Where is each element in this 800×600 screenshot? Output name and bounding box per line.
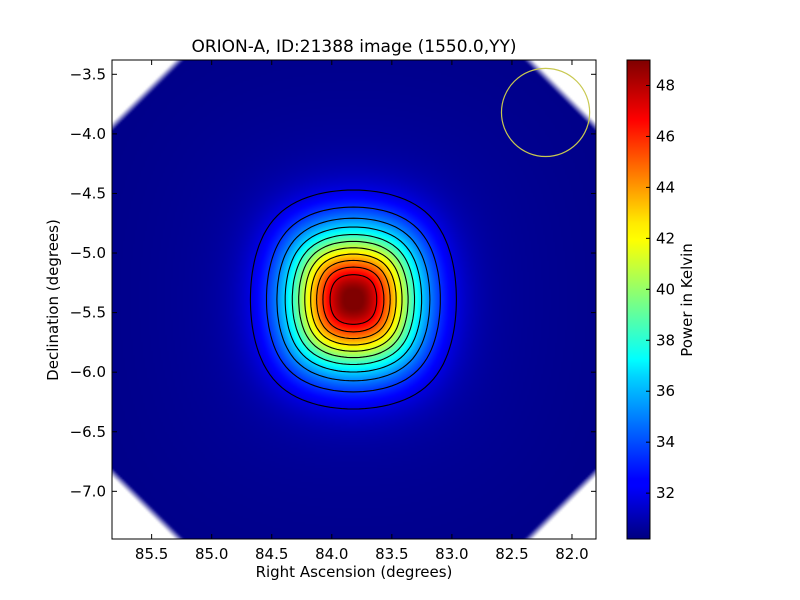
contour-line bbox=[298, 240, 409, 359]
colorbar-tick-label: 32 bbox=[656, 484, 675, 502]
contour-line bbox=[284, 226, 423, 373]
y-tick-label: −5.0 bbox=[70, 244, 106, 262]
colorbar-gradient bbox=[626, 59, 651, 540]
x-tick-label: 84.0 bbox=[315, 545, 348, 563]
y-tick-label: −4.0 bbox=[70, 125, 106, 143]
y-tick-label: −6.5 bbox=[70, 423, 106, 441]
y-axis-label: Declination (degrees) bbox=[44, 219, 62, 381]
colorbar-tick-label: 42 bbox=[656, 229, 675, 247]
colorbar-ticks: 32 34 36 38 40 42 44 46 48 bbox=[646, 76, 675, 502]
y-tick-label: −7.0 bbox=[70, 482, 106, 500]
y-tick-label: −4.5 bbox=[70, 184, 106, 202]
plot-frame bbox=[111, 59, 597, 540]
x-tick-label: 83.0 bbox=[435, 545, 468, 563]
y-axis: −3.5 −4.0 −4.5 −5.0 −5.5 −6.0 −6.5 −7.0 Declina… bbox=[44, 65, 596, 500]
contour-line bbox=[329, 274, 378, 325]
heatmap-image bbox=[112, 60, 596, 539]
contour-line bbox=[276, 217, 431, 382]
contour-line bbox=[322, 266, 385, 333]
x-tick-label: 85.0 bbox=[195, 545, 228, 563]
contour-line bbox=[304, 247, 403, 352]
x-ticks: 85.5 85.0 84.5 84.0 83.5 83.0 82.5 82.0 bbox=[135, 60, 589, 563]
beam-circle bbox=[500, 67, 591, 158]
contour-line bbox=[249, 189, 457, 410]
contour-line bbox=[291, 233, 416, 366]
y-tick-label: −3.5 bbox=[70, 65, 106, 83]
contour-line bbox=[265, 206, 441, 393]
colorbar-tick-label: 34 bbox=[656, 433, 675, 451]
chart-title: ORION-A, ID:21388 image (1550.0,YY) bbox=[191, 37, 516, 57]
x-tick-label: 84.5 bbox=[255, 545, 288, 563]
x-axis-label: Right Ascension (degrees) bbox=[256, 563, 453, 581]
y-tick-label: −6.0 bbox=[70, 363, 106, 381]
x-axis: 85.5 85.0 84.5 84.0 83.5 83.0 82.5 82.0 Right A… bbox=[135, 60, 589, 581]
contour-lines bbox=[249, 189, 457, 410]
colorbar-tick-label: 46 bbox=[656, 127, 675, 145]
colorbar-tick-label: 44 bbox=[656, 178, 675, 196]
y-tick-label: −5.5 bbox=[70, 304, 106, 322]
colorbar-tick-label: 38 bbox=[656, 331, 675, 349]
colorbar: 32 34 36 38 40 42 44 46 48 Power in Kelvin bbox=[626, 59, 696, 540]
colorbar-tick-label: 48 bbox=[656, 76, 675, 94]
x-tick-label: 85.5 bbox=[135, 545, 168, 563]
x-tick-label: 83.5 bbox=[375, 545, 408, 563]
y-ticks: −3.5 −4.0 −4.5 −5.0 −5.5 −6.0 −6.5 −7.0 bbox=[70, 65, 596, 500]
x-tick-label: 82.0 bbox=[555, 545, 588, 563]
contour-line bbox=[310, 253, 397, 346]
x-tick-label: 82.5 bbox=[495, 545, 528, 563]
colorbar-label: Power in Kelvin bbox=[678, 243, 696, 357]
contour-line bbox=[316, 259, 391, 340]
plot-area bbox=[111, 59, 597, 540]
colorbar-tick-label: 40 bbox=[656, 280, 675, 298]
colorbar-tick-label: 36 bbox=[656, 382, 675, 400]
